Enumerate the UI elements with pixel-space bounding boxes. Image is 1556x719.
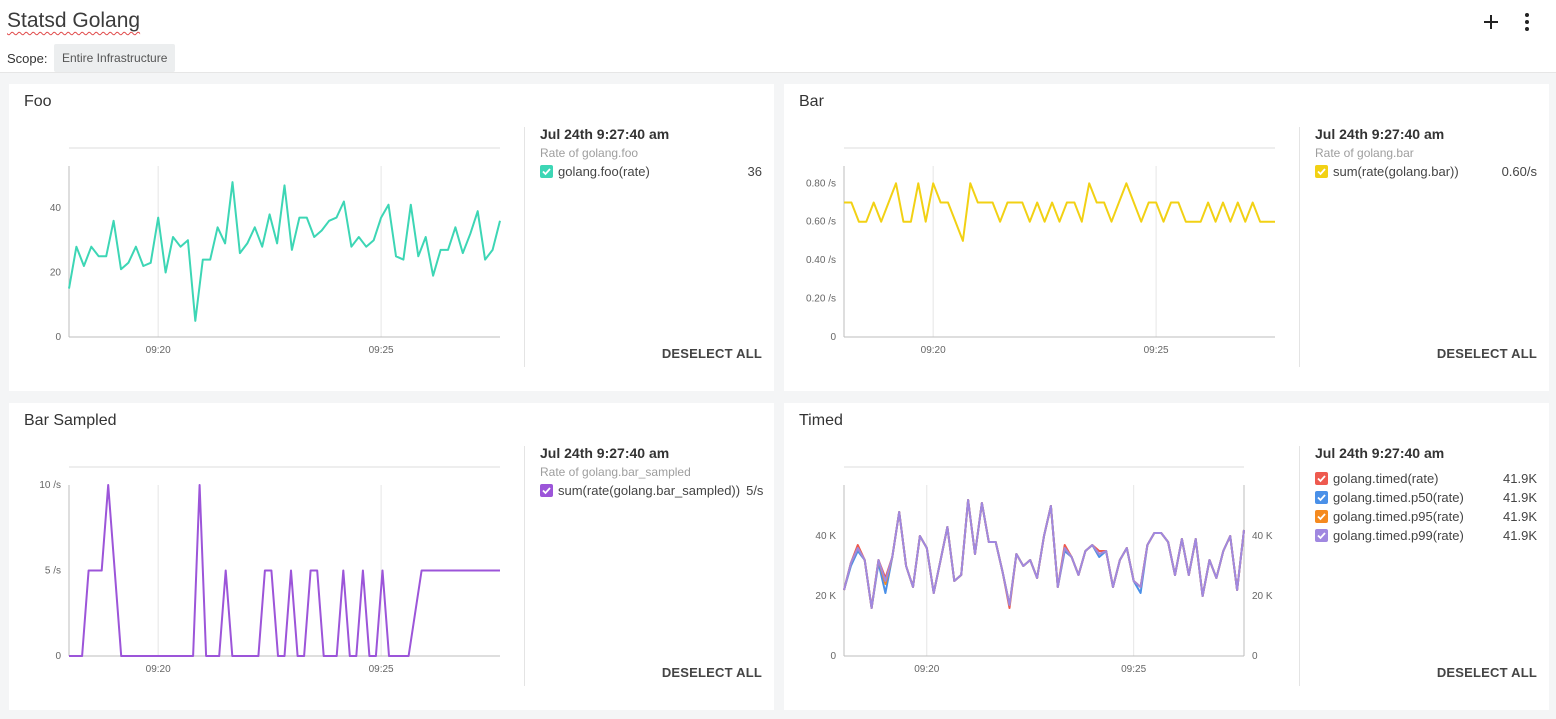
y-tick-label: 0 bbox=[830, 332, 836, 343]
scope-label: Scope: bbox=[7, 51, 48, 66]
legend-timestamp: Jul 24th 9:27:40 am bbox=[540, 445, 670, 461]
legend-subtitle: Rate of golang.bar bbox=[1315, 146, 1414, 160]
legend: Jul 24th 9:27:40 am golang.timed(rate) 41.… bbox=[1315, 445, 1537, 545]
legend-item-value: 36 bbox=[747, 164, 762, 179]
deselect-all-button[interactable]: DESELECT ALL bbox=[1436, 346, 1537, 361]
legend: Jul 24th 9:27:40 am Rate of golang.bar_sa… bbox=[540, 445, 764, 500]
legend-item[interactable]: golang.timed.p95(rate) 41.9K bbox=[1315, 507, 1537, 526]
legend-item[interactable]: golang.timed.p99(rate) 41.9K bbox=[1315, 526, 1537, 545]
series-line[interactable] bbox=[843, 499, 1245, 609]
panel-bar: Bar 09:20 09:25 0 0.20 /s 0.40 /s 0.60 /s 0.80… bbox=[784, 84, 1549, 391]
legend-item-name: sum(rate(golang.bar_sampled)) bbox=[558, 483, 741, 498]
series-line[interactable] bbox=[68, 181, 501, 322]
legend-item-name: sum(rate(golang.bar)) bbox=[1333, 164, 1459, 179]
legend-item[interactable]: golang.timed(rate) 41.9K bbox=[1315, 469, 1537, 488]
deselect-all-button[interactable]: DESELECT ALL bbox=[661, 346, 762, 361]
x-tick-label: 09:25 bbox=[1121, 664, 1146, 675]
more-vertical-icon bbox=[1525, 13, 1529, 31]
y-tick-label: 0 bbox=[830, 651, 836, 662]
legend-item[interactable]: sum(rate(golang.bar_sampled)) 5/s bbox=[540, 481, 764, 500]
y-tick-label: 0 bbox=[55, 651, 61, 662]
checkbox-checked-icon[interactable] bbox=[1315, 529, 1328, 542]
y-tick-label-right: 40 K bbox=[1252, 531, 1273, 542]
panel-title: Bar Sampled bbox=[24, 412, 117, 429]
chart-area[interactable]: 09:20 09:25 0 0 20 K 20 K 40 K 40 K bbox=[784, 403, 1304, 703]
y-tick-label: 0.80 /s bbox=[806, 178, 836, 189]
y-tick-label: 0.60 /s bbox=[806, 217, 836, 228]
legend-item[interactable]: golang.foo(rate) 36 bbox=[540, 162, 762, 181]
checkbox-checked-icon[interactable] bbox=[1315, 510, 1328, 523]
checkbox-checked-icon[interactable] bbox=[540, 484, 553, 497]
x-tick-label: 09:20 bbox=[921, 345, 946, 356]
legend-item-value: 5/s bbox=[746, 483, 764, 498]
legend-timestamp: Jul 24th 9:27:40 am bbox=[540, 126, 670, 142]
legend-divider bbox=[524, 127, 525, 367]
legend: Jul 24th 9:27:40 am Rate of golang.foo gol… bbox=[540, 126, 762, 181]
chart-area[interactable]: 09:20 09:25 0 5 /s 10 /s bbox=[9, 403, 529, 703]
x-tick-label: 09:25 bbox=[369, 345, 394, 356]
legend-divider bbox=[524, 446, 525, 686]
plus-icon bbox=[1484, 15, 1498, 29]
checkbox-checked-icon[interactable] bbox=[1315, 165, 1328, 178]
checkbox-checked-icon[interactable] bbox=[1315, 491, 1328, 504]
deselect-all-button[interactable]: DESELECT ALL bbox=[1436, 665, 1537, 680]
checkbox-checked-icon[interactable] bbox=[1315, 472, 1328, 485]
legend-item-value: 41.9K bbox=[1503, 471, 1537, 486]
legend-divider bbox=[1299, 446, 1300, 686]
x-tick-label: 09:25 bbox=[369, 664, 394, 675]
dashboard-title[interactable]: Statsd Golang bbox=[7, 9, 141, 32]
legend: Jul 24th 9:27:40 am Rate of golang.bar sum… bbox=[1315, 126, 1537, 181]
panel-title: Bar bbox=[799, 93, 824, 110]
legend-timestamp: Jul 24th 9:27:40 am bbox=[1315, 445, 1445, 461]
legend-item-value: 41.9K bbox=[1503, 490, 1537, 505]
panel-title: Foo bbox=[24, 93, 52, 110]
y-tick-label-right: 0 bbox=[1252, 651, 1258, 662]
x-tick-label: 09:25 bbox=[1144, 345, 1169, 356]
legend-item-name: golang.timed.p50(rate) bbox=[1333, 490, 1464, 505]
legend-item-name: golang.timed.p99(rate) bbox=[1333, 528, 1464, 543]
y-tick-label: 20 K bbox=[815, 591, 836, 602]
legend-item-name: golang.foo(rate) bbox=[558, 164, 650, 179]
legend-item-value: 41.9K bbox=[1503, 528, 1537, 543]
y-tick-label: 40 K bbox=[815, 531, 836, 542]
deselect-all-button[interactable]: DESELECT ALL bbox=[661, 665, 762, 680]
y-tick-label: 10 /s bbox=[39, 480, 61, 491]
legend-item-name: golang.timed.p95(rate) bbox=[1333, 509, 1464, 524]
chart-area[interactable]: 09:20 09:25 0 0.20 /s 0.40 /s 0.60 /s 0.80 /s bbox=[784, 84, 1304, 384]
panel-foo: Foo 09:20 09:25 0 20 40 Jul 24th 9:27:40 am Ra… bbox=[9, 84, 774, 391]
chart-area[interactable]: 09:20 09:25 0 20 40 bbox=[9, 84, 529, 384]
legend-item[interactable]: sum(rate(golang.bar)) 0.60/s bbox=[1315, 162, 1537, 181]
y-tick-label: 0 bbox=[55, 332, 61, 343]
legend-item-name: golang.timed(rate) bbox=[1333, 471, 1439, 486]
checkbox-checked-icon[interactable] bbox=[540, 165, 553, 178]
y-tick-label: 20 bbox=[50, 267, 62, 278]
series-line[interactable] bbox=[844, 182, 1275, 242]
legend-item-value: 0.60/s bbox=[1501, 164, 1537, 179]
scope-selector[interactable]: Entire Infrastructure bbox=[54, 44, 176, 72]
x-tick-label: 09:20 bbox=[146, 345, 171, 356]
legend-subtitle: Rate of golang.bar_sampled bbox=[540, 465, 691, 479]
legend-timestamp: Jul 24th 9:27:40 am bbox=[1315, 126, 1445, 142]
panel-title: Timed bbox=[799, 412, 843, 429]
dashboard-header: Statsd Golang Scope: Entire Infrastructu… bbox=[0, 0, 1556, 73]
legend-divider bbox=[1299, 127, 1300, 367]
y-tick-label: 0.20 /s bbox=[806, 294, 836, 305]
y-tick-label-right: 20 K bbox=[1252, 591, 1273, 602]
more-options-button[interactable] bbox=[1515, 10, 1539, 34]
legend-item[interactable]: golang.timed.p50(rate) 41.9K bbox=[1315, 488, 1537, 507]
y-tick-label: 5 /s bbox=[45, 566, 61, 577]
panel-timed: Timed 09:20 09:25 0 0 20 K 20 K 40 K 40 K Jul 24… bbox=[784, 403, 1549, 710]
legend-item-value: 41.9K bbox=[1503, 509, 1537, 524]
x-tick-label: 09:20 bbox=[914, 664, 939, 675]
x-tick-label: 09:20 bbox=[146, 664, 171, 675]
legend-subtitle: Rate of golang.foo bbox=[540, 146, 639, 160]
add-panel-button[interactable] bbox=[1479, 10, 1503, 34]
y-tick-label: 0.40 /s bbox=[806, 255, 836, 266]
y-tick-label: 40 bbox=[50, 203, 62, 214]
series-line[interactable] bbox=[69, 484, 500, 657]
panel-bar-sampled: Bar Sampled 09:20 09:25 0 5 /s 10 /s Jul 24th… bbox=[9, 403, 774, 710]
